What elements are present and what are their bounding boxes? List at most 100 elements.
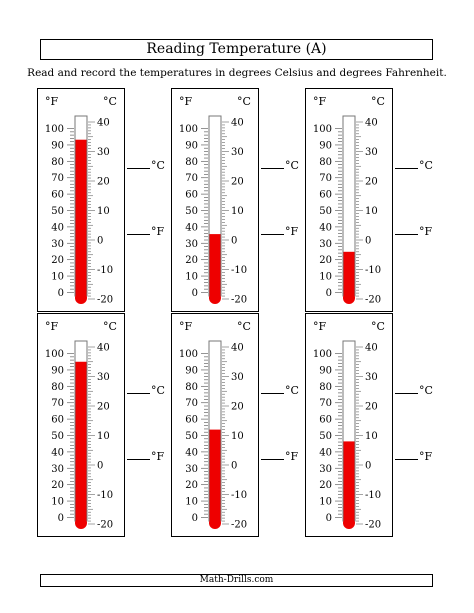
fahrenheit-label: 80 [319,157,332,168]
mercury-column [75,361,87,525]
mercury-column [343,441,355,525]
fahrenheit-label: 60 [319,190,332,201]
celsius-label: 40 [365,118,378,129]
fahrenheit-label: 30 [185,464,198,475]
fahrenheit-label: 40 [319,447,332,458]
fahrenheit-answer-blank[interactable]: °F [261,451,298,463]
mercury-column [209,234,221,300]
fahrenheit-label: 80 [51,382,64,393]
celsius-label: 30 [231,147,244,158]
celsius-answer-blank[interactable]: °C [261,160,299,172]
celsius-answer-blank[interactable]: °C [127,160,165,172]
thermometer: °F °C1009080706050403020100403020100-10-2… [305,88,393,312]
fahrenheit-label: 0 [58,513,64,524]
celsius-label: 20 [97,177,110,188]
fahrenheit-label: 70 [51,398,64,409]
fahrenheit-label: 90 [319,365,332,376]
celsius-label: -10 [365,265,381,276]
answer-line [261,458,284,460]
celsius-label: 20 [365,402,378,413]
fahrenheit-label: 80 [185,157,198,168]
answer-line [395,458,418,460]
fahrenheit-symbol: °F [179,95,193,108]
thermometer-panel: °F °C 100 90 80 70 60 50 40 30 20 10 0 40 30 20 10 0 -10 -2… [305,88,393,312]
fahrenheit-label: 100 [179,349,198,360]
fahrenheit-answer-blank[interactable]: °F [127,451,164,463]
fahrenheit-label: 10 [319,272,332,283]
panel-border [305,88,393,312]
celsius-label: 0 [231,236,237,247]
celsius-symbol: °C [237,320,251,333]
fahrenheit-label: 30 [51,239,64,250]
panel-border [37,313,125,537]
mercury-column [343,251,355,300]
fahrenheit-label: 50 [319,206,332,217]
celsius-label: 40 [97,343,110,354]
celsius-label: -10 [231,490,247,501]
celsius-label: 30 [97,372,110,383]
celsius-unit: °C [419,159,433,172]
celsius-label: 20 [231,402,244,413]
answer-line [127,167,150,169]
celsius-answer-blank[interactable]: °C [261,385,299,397]
mercury-bulb [209,292,221,304]
fahrenheit-symbol: °F [45,320,59,333]
celsius-label: -20 [365,520,381,531]
celsius-label: 10 [231,431,244,442]
worksheet-title: Reading Temperature (A) [40,39,433,60]
fahrenheit-label: 80 [51,157,64,168]
fahrenheit-label: 100 [313,349,332,360]
celsius-label: 0 [97,461,103,472]
fahrenheit-label: 30 [185,239,198,250]
celsius-label: -20 [97,295,113,306]
answer-line [395,392,418,394]
celsius-label: 0 [365,236,371,247]
fahrenheit-answer-blank[interactable]: °F [395,451,432,463]
celsius-label: 20 [231,177,244,188]
mercury-bulb [75,292,87,304]
celsius-label: -10 [97,490,113,501]
celsius-answer-blank[interactable]: °C [127,385,165,397]
fahrenheit-label: 20 [51,255,64,266]
panel-border [171,88,259,312]
celsius-symbol: °C [371,95,385,108]
fahrenheit-label: 20 [51,480,64,491]
fahrenheit-answer-blank[interactable]: °F [127,226,164,238]
fahrenheit-unit: °F [151,450,165,463]
thermometer-panel: °F °C 100 90 80 70 60 50 40 30 20 10 0 40 30 20 10 0 -10 -2… [305,313,393,537]
footer-credit: Math-Drills.com [40,574,433,587]
panel-border [37,88,125,312]
fahrenheit-label: 60 [51,415,64,426]
fahrenheit-label: 30 [319,464,332,475]
fahrenheit-label: 0 [192,288,198,299]
panel-border [171,313,259,537]
fahrenheit-unit: °F [419,225,433,238]
fahrenheit-answer-blank[interactable]: °F [261,226,298,238]
fahrenheit-answer-blank[interactable]: °F [395,226,432,238]
fahrenheit-label: 40 [185,222,198,233]
fahrenheit-unit: °F [419,450,433,463]
fahrenheit-label: 70 [319,173,332,184]
fahrenheit-label: 20 [319,480,332,491]
fahrenheit-label: 30 [51,464,64,475]
celsius-answer-blank[interactable]: °C [395,160,433,172]
celsius-label: -20 [97,520,113,531]
fahrenheit-label: 90 [319,140,332,151]
celsius-answer-blank[interactable]: °C [395,385,433,397]
answer-line [261,392,284,394]
answer-line [127,458,150,460]
celsius-label: -10 [365,490,381,501]
celsius-label: 40 [365,343,378,354]
celsius-unit: °C [151,159,165,172]
answer-line [395,167,418,169]
thermometer-panel: °F °C 100 90 80 70 60 50 40 30 20 10 0 40 30 20 10 0 -10 -2… [37,313,125,537]
fahrenheit-label: 40 [319,222,332,233]
fahrenheit-label: 10 [51,272,64,283]
answer-line [395,233,418,235]
fahrenheit-label: 100 [313,124,332,135]
fahrenheit-label: 20 [185,480,198,491]
fahrenheit-label: 40 [51,222,64,233]
thermometer-panel: °F °C 100 90 80 70 60 50 40 30 20 10 0 40 30 20 10 0 -10 -2… [171,313,259,537]
fahrenheit-label: 60 [185,190,198,201]
fahrenheit-label: 0 [326,288,332,299]
